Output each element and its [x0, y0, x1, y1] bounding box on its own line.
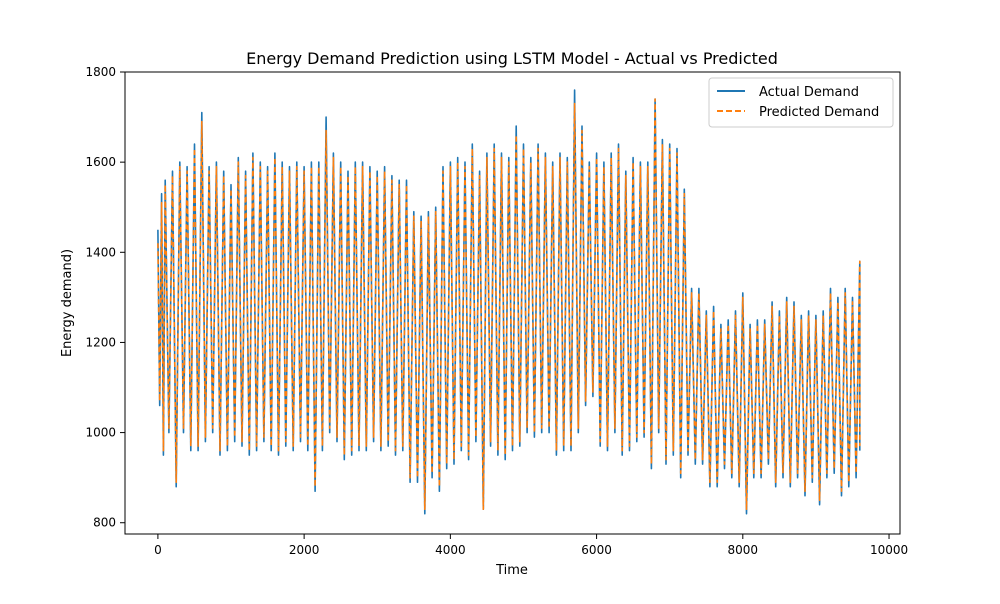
x-tick-label: 6000	[581, 543, 612, 557]
legend: Actual Demand Predicted Demand	[708, 77, 894, 128]
y-tick-label: 1000	[85, 426, 116, 440]
x-tick-label: 10000	[870, 543, 908, 557]
x-tick-label: 4000	[435, 543, 466, 557]
legend-label-predicted: Predicted Demand	[759, 105, 879, 120]
x-tick-label: 0	[154, 543, 162, 557]
series-line-predicted-demand	[157, 98, 861, 510]
axes-frame	[124, 71, 901, 535]
legend-label-actual: Actual Demand	[759, 85, 859, 100]
chart-title: Energy Demand Prediction using LSTM Mode…	[246, 49, 778, 68]
x-tick-label: 2000	[289, 543, 320, 557]
x-tick-label: 8000	[728, 543, 759, 557]
x-axis-label: Time	[495, 563, 528, 578]
plot-area	[157, 89, 861, 515]
y-tick-label: 1400	[85, 245, 116, 259]
legend-frame	[708, 77, 894, 128]
y-axis-label: Energy demand)	[60, 249, 75, 357]
y-tick-label: 800	[93, 516, 116, 530]
y-tick-label: 1800	[85, 65, 116, 79]
axes: 0 2000 4000 6000 8000 10000 800 1000 1200 1400 160…	[85, 65, 908, 557]
y-tick-label: 1200	[85, 335, 116, 349]
y-tick-label: 1600	[85, 155, 116, 169]
